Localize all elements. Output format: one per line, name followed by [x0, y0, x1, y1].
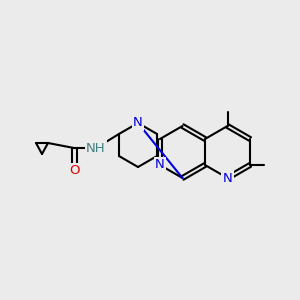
Text: N: N — [133, 116, 143, 130]
Text: NH: NH — [86, 142, 106, 154]
Text: O: O — [69, 164, 79, 178]
Text: N: N — [223, 172, 232, 184]
Text: N: N — [155, 158, 165, 172]
